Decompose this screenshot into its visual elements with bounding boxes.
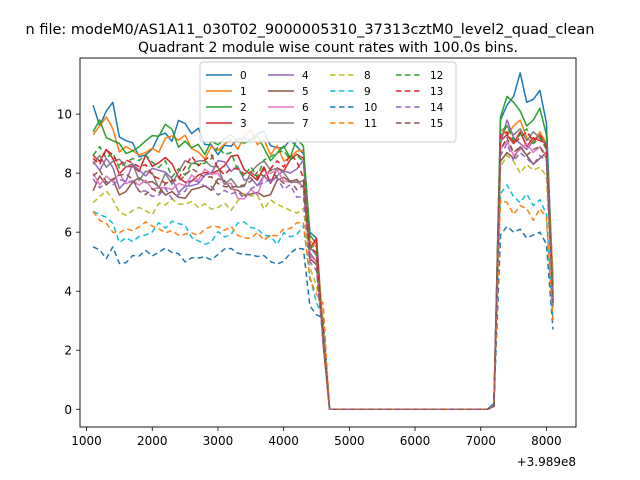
legend-label-0: 0 (240, 70, 247, 82)
series-line-13 (92, 131, 554, 411)
legend-label-7: 7 (302, 118, 309, 130)
legend-label-11: 11 (364, 118, 377, 130)
x-axis-ticks: 1000 2000 3000 4000 5000 6000 7000 8000 (71, 427, 562, 448)
x-tick-label: 2000 (137, 434, 168, 448)
y-tick-label: 0 (64, 403, 72, 417)
legend-label-5: 5 (302, 86, 309, 98)
x-tick-label: 5000 (334, 434, 365, 448)
legend-label-13: 13 (430, 86, 443, 98)
y-tick-label: 2 (64, 344, 72, 358)
x-tick-label: 8000 (531, 434, 562, 448)
series-line-4 (92, 119, 554, 411)
series-line-12 (92, 125, 554, 411)
legend-label-15: 15 (430, 118, 443, 130)
legend-label-4: 4 (302, 70, 309, 82)
legend-label-2: 2 (240, 102, 247, 114)
y-tick-label: 10 (57, 108, 72, 122)
legend-label-3: 3 (240, 118, 247, 130)
series-line-8 (92, 154, 554, 411)
series-line-14 (92, 142, 554, 411)
legend-label-1: 1 (240, 86, 247, 98)
x-tick-label: 4000 (268, 434, 299, 448)
figure-suptitle: n file: modeM0/AS1A11_030T02_9000005310_… (26, 22, 595, 38)
series-line-11 (92, 198, 554, 411)
plot-area: 1000 2000 3000 4000 5000 6000 7000 8000 0246810… (57, 57, 577, 469)
legend-label-8: 8 (364, 70, 371, 82)
chart-title: Quadrant 2 module wise count rates with … (138, 40, 518, 56)
x-tick-label: 1000 (71, 434, 102, 448)
series-line-5 (92, 145, 554, 411)
legend-label-12: 12 (430, 70, 443, 82)
series-line-15 (92, 136, 554, 411)
legend-label-10: 10 (364, 102, 377, 114)
y-tick-label: 6 (64, 226, 72, 240)
legend-label-14: 14 (430, 102, 444, 114)
x-axis-offset-label: +3.989e8 (517, 455, 576, 469)
series-line-3 (92, 131, 554, 411)
series-line-2 (92, 95, 554, 411)
legend-frame (199, 61, 457, 143)
x-tick-label: 6000 (400, 434, 431, 448)
series-line-9 (92, 184, 554, 411)
y-tick-label: 8 (64, 167, 72, 181)
y-tick-label: 4 (64, 285, 72, 299)
legend-label-9: 9 (364, 86, 371, 98)
y-axis-ticks: 0 2 4 6 8 10 (57, 108, 80, 417)
series-lines (92, 72, 554, 411)
axes-frame (79, 57, 577, 428)
legend-label-6: 6 (302, 102, 309, 114)
x-tick-label: 7000 (465, 434, 496, 448)
x-tick-label: 3000 (203, 434, 234, 448)
series-line-7 (92, 125, 554, 411)
